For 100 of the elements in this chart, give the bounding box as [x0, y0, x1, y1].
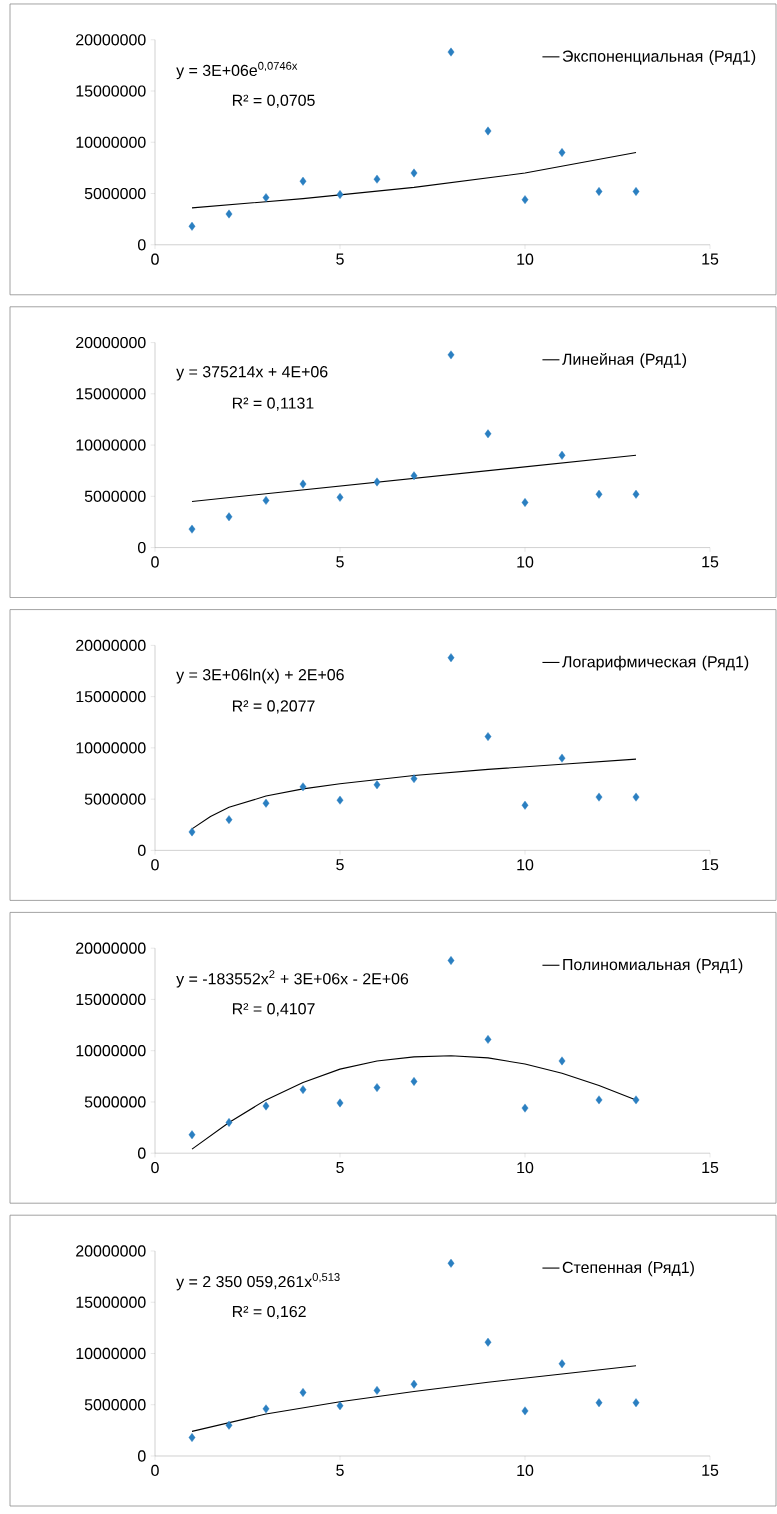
point: [188, 1433, 196, 1442]
point: [595, 489, 603, 499]
point: [262, 1404, 270, 1414]
point: [484, 429, 492, 439]
point: [521, 1406, 529, 1416]
annotation: y = 3E+06ln(x) + 2E+06: [176, 668, 344, 684]
y-tick-label: 10000000: [76, 1347, 146, 1360]
x-tick-label: 5: [336, 556, 344, 568]
point: [262, 798, 270, 808]
point: [484, 1035, 492, 1044]
annotation: R² = 0,162: [232, 1305, 306, 1320]
point: [262, 1101, 270, 1111]
legend-label: Степенная (Ряд1): [562, 1261, 694, 1277]
point: [521, 1103, 529, 1113]
point: [447, 653, 455, 663]
y-tick-label: 20000000: [76, 1245, 146, 1257]
x-tick-label: 0: [151, 556, 159, 568]
annotation: y = 375214x + 4E+06: [176, 366, 328, 381]
y-tick-label: 10000000: [76, 1045, 146, 1057]
point: [188, 221, 196, 231]
point: [558, 148, 566, 157]
point: [410, 1379, 418, 1389]
point: [373, 1083, 381, 1092]
legend-label: Экспоненциальная (Ряд1): [562, 50, 756, 65]
point: [299, 1085, 307, 1095]
point: [558, 1359, 566, 1369]
point: [632, 187, 640, 196]
annotation: y = -183552x$^{2}$ + 3E+06x - 2E+06: [176, 970, 409, 988]
x-tick-label: 15: [702, 253, 719, 265]
y-tick-label: 10000000: [76, 136, 146, 148]
y-tick-label: 15000000: [76, 993, 146, 1006]
point: [188, 524, 196, 534]
x-tick-label: 10: [517, 1464, 534, 1477]
legend-label: Логарифмическая (Ряд1): [562, 655, 749, 671]
point: [373, 174, 381, 184]
point: [447, 956, 455, 965]
x-tick-label: 10: [517, 1161, 534, 1174]
point: [447, 47, 455, 57]
annotation: R² = 0,4107: [232, 1003, 315, 1017]
point: [521, 800, 529, 810]
point: [299, 782, 307, 792]
point: [595, 187, 603, 196]
y-tick-label: 20000000: [76, 639, 146, 652]
point: [632, 1095, 640, 1105]
x-tick-label: 10: [517, 556, 534, 568]
y-tick-label: 5000000: [84, 490, 146, 502]
legend-label: Полиномиальная (Ряд1): [563, 958, 743, 974]
x-tick-label: 5: [336, 859, 344, 871]
annotation: y = 3E+06e$^{0,0746x}$: [176, 61, 298, 80]
point: [373, 477, 381, 487]
point: [632, 1398, 640, 1408]
point: [336, 492, 344, 502]
y-tick-label: 20000000: [76, 34, 146, 46]
x-tick-label: 0: [151, 1161, 159, 1174]
point: [484, 732, 492, 742]
x-tick-label: 0: [151, 1464, 159, 1477]
y-tick-label: 0: [137, 1450, 146, 1462]
y-tick-label: 10000000: [76, 742, 146, 754]
y-tick-label: 0: [137, 844, 146, 857]
y-tick-label: 15000000: [76, 388, 146, 400]
x-tick-label: 15: [702, 1464, 719, 1476]
point: [225, 1420, 233, 1430]
annotation: R² = 0,2077: [232, 700, 315, 714]
x-tick-label: 5: [336, 1464, 344, 1476]
x-tick-label: 10: [517, 253, 534, 265]
x-tick-label: 0: [151, 859, 159, 871]
y-tick-label: 0: [137, 239, 146, 251]
point: [188, 827, 196, 837]
y-tick-label: 5000000: [84, 187, 146, 200]
point: [632, 489, 640, 499]
y-tick-label: 15000000: [76, 1296, 146, 1308]
y-tick-label: 15000000: [76, 690, 146, 703]
point: [299, 479, 307, 489]
point: [595, 1398, 603, 1408]
y-tick-label: 10000000: [76, 439, 146, 451]
annotation: R² = 0,0705: [232, 94, 315, 108]
point: [336, 795, 344, 805]
point: [558, 753, 566, 763]
y-tick-label: 20000000: [76, 336, 146, 349]
point: [336, 1098, 344, 1108]
point: [225, 815, 233, 825]
point: [484, 1337, 492, 1347]
x-tick-label: 15: [702, 859, 719, 871]
y-tick-label: 5000000: [84, 1096, 146, 1108]
point: [262, 496, 270, 505]
point: [225, 512, 233, 522]
point: [558, 450, 566, 460]
point: [373, 780, 381, 790]
point: [336, 1401, 344, 1411]
point: [558, 1056, 566, 1066]
annotation: R² = 0,1131: [232, 397, 314, 411]
x-tick-label: 15: [702, 556, 719, 568]
annotation: y = 2 350 059,261x$^{0,513}$: [176, 1273, 340, 1291]
y-tick-label: 5000000: [84, 1399, 146, 1411]
point: [299, 1388, 307, 1397]
point: [373, 1386, 381, 1395]
point: [595, 1095, 603, 1105]
x-tick-label: 5: [336, 253, 344, 265]
y-tick-label: 5000000: [84, 793, 146, 805]
y-tick-label: 0: [137, 1147, 146, 1159]
